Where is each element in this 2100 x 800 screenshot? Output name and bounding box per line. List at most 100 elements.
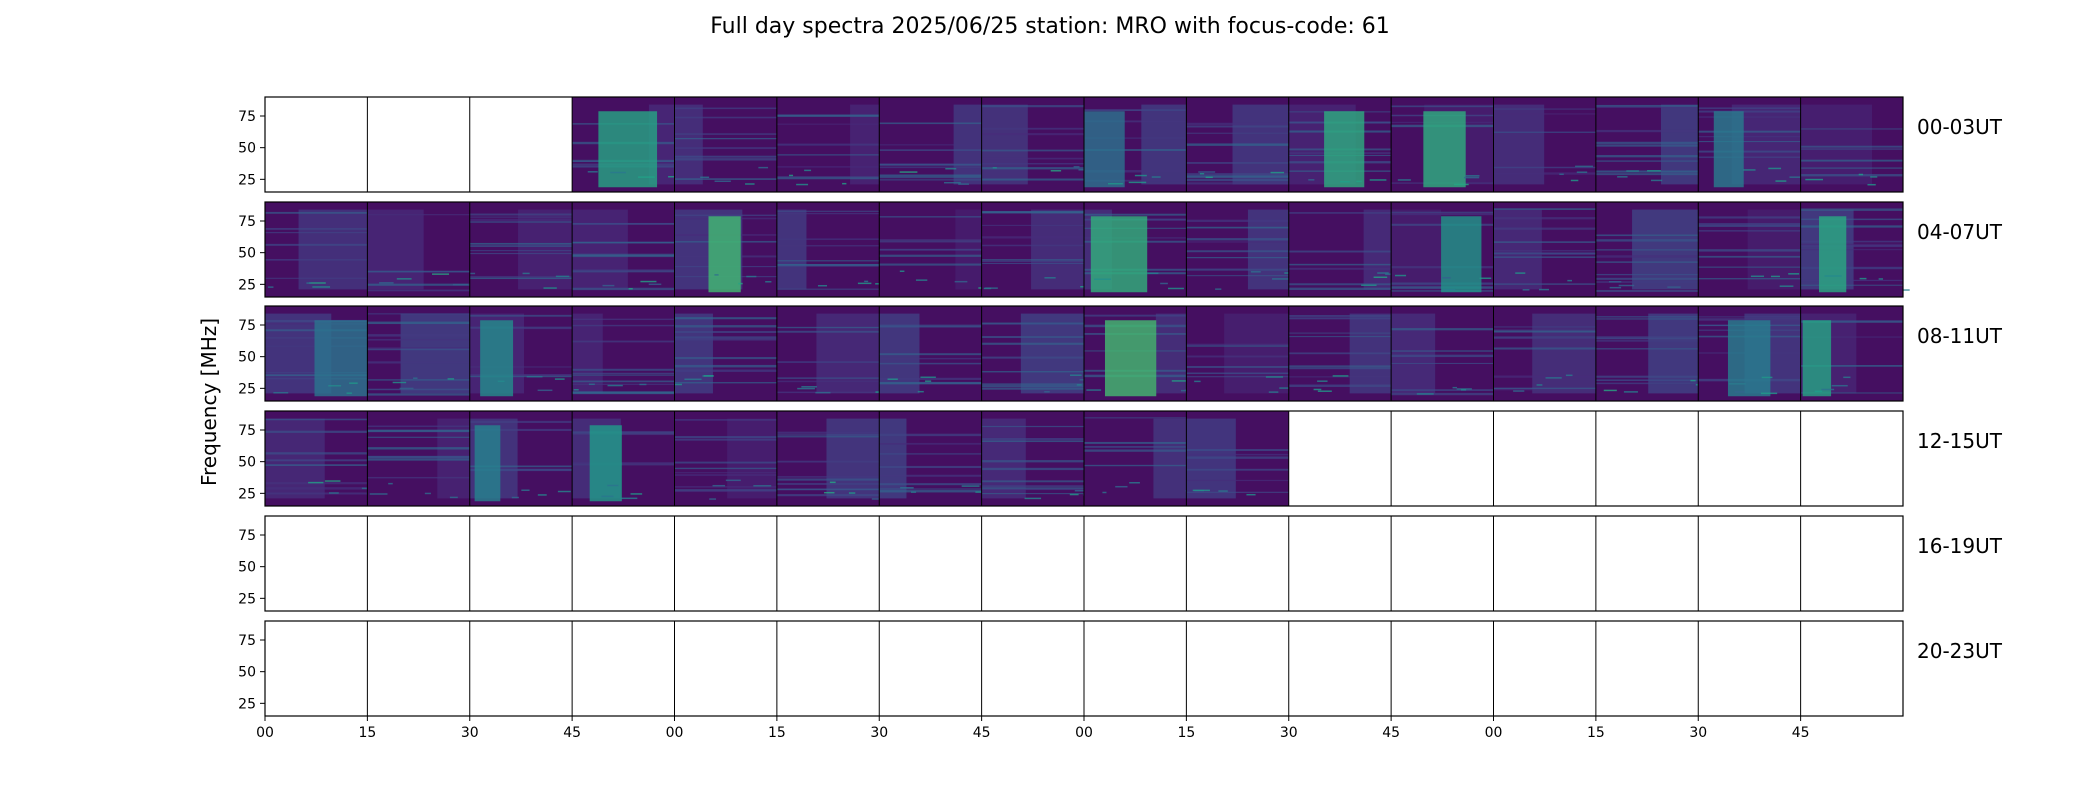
row-label: 12-15UT	[1917, 429, 2003, 453]
spectrogram-panel	[572, 306, 675, 401]
spectrogram-panel	[1493, 621, 1596, 716]
spectrogram-panel	[265, 306, 376, 401]
spectrogram-panel	[1800, 621, 1903, 716]
spectrogram-panel	[1698, 306, 1801, 401]
spectrogram-panel	[776, 411, 885, 506]
spectrogram-panel	[879, 97, 982, 192]
x-tick-label: 45	[1382, 725, 1400, 741]
x-tick-label: 00	[1075, 725, 1093, 741]
spectrogram-panel	[469, 202, 573, 297]
spectrogram-panel	[367, 411, 470, 506]
spectrogram-panel	[367, 202, 470, 297]
spectrogram-panel	[776, 306, 887, 401]
y-tick-label: 25	[238, 591, 256, 607]
spectrogram-panel	[1391, 202, 1494, 297]
x-tick-label: 00	[666, 725, 684, 741]
x-tick-label: 30	[1280, 725, 1298, 741]
axes-layer: 25 50 75 00-03UT 25 50 75 04-07UT 25 50 75 08-11UT 2…	[238, 96, 2003, 741]
spectrogram-panel	[776, 516, 880, 611]
spectrogram-panel	[1800, 97, 1903, 192]
spectrogram-panel	[572, 97, 683, 192]
spectrogram-panel	[1391, 621, 1494, 716]
spectrogram-panel	[674, 516, 777, 611]
x-tick-label: 00	[1485, 725, 1503, 741]
spectrogram-panel	[1186, 621, 1289, 716]
spectrogram-panel	[1391, 516, 1494, 611]
y-tick-label: 75	[238, 633, 256, 649]
row-label: 04-07UT	[1917, 220, 2003, 244]
spectrogram-panel	[1084, 411, 1197, 506]
spectrogram-panel	[1186, 411, 1289, 506]
spectrogram-panel	[469, 516, 573, 611]
spectrogram-panel	[1595, 621, 1699, 716]
y-tick-label: 50	[238, 455, 256, 471]
spectrogram-panel	[367, 306, 470, 401]
spectrogram-panel	[1800, 411, 1903, 506]
spectrogram-panel	[1391, 306, 1494, 401]
spectrogram-panel	[367, 621, 470, 716]
spectrogram-panel	[1800, 202, 1910, 297]
spectrogram-panel	[981, 621, 1084, 716]
y-axis-label: Frequency [MHz]	[197, 318, 221, 486]
spectrogram-panel	[1698, 202, 1801, 297]
y-tick-label: 75	[238, 318, 256, 334]
y-tick-label: 50	[238, 560, 256, 576]
spectrogram-panel	[1186, 97, 1289, 192]
spectrogram-panel	[265, 621, 368, 716]
spectrogram-panel	[981, 516, 1084, 611]
x-tick-label: 15	[1177, 725, 1195, 741]
y-tick-label: 25	[238, 277, 256, 293]
spectrogram-panel	[879, 411, 993, 506]
spectrogram-panel	[981, 202, 1098, 297]
spectrogram-panel	[572, 516, 675, 611]
spectrogram-panel	[1493, 516, 1596, 611]
x-tick-label: 45	[563, 725, 581, 741]
spectrogram-panel	[674, 306, 777, 401]
y-tick-label: 25	[238, 381, 256, 397]
x-tick-label: 45	[1792, 725, 1810, 741]
spectrogram-panel	[776, 97, 880, 192]
x-tick-label: 15	[358, 725, 376, 741]
row-label: 16-19UT	[1917, 534, 2003, 558]
y-tick-label: 50	[238, 141, 256, 157]
spectrogram-panel	[1084, 516, 1187, 611]
spectrogram-panel	[572, 202, 675, 297]
spectrogram-panel	[1391, 97, 1494, 192]
spectrogram-panel	[981, 411, 1096, 506]
spectrogram-panel	[265, 516, 368, 611]
x-tick-label: 30	[1689, 725, 1707, 741]
x-tick-label: 45	[973, 725, 991, 741]
spectrogram-panel	[1288, 97, 1392, 192]
spectrogram-panel	[776, 202, 890, 297]
spectrogram-panel	[265, 97, 368, 192]
spectrogram-panel	[1084, 202, 1187, 297]
chart-title: Full day spectra 2025/06/25 station: MRO…	[710, 14, 1390, 39]
row-label: 08-11UT	[1917, 324, 2003, 348]
x-tick-label: 15	[1587, 725, 1605, 741]
spectrogram-panel	[1800, 516, 1903, 611]
y-tick-label: 75	[238, 423, 256, 439]
spectrogram-panel	[879, 306, 982, 401]
spectrogram-panel	[674, 411, 777, 506]
spectrogram-panel	[1595, 516, 1699, 611]
y-tick-label: 50	[238, 246, 256, 262]
spectrogram-panel	[1186, 306, 1294, 401]
spectrogram-panel	[1698, 97, 1808, 192]
y-tick-label: 75	[238, 109, 256, 125]
spectrogram-panel	[265, 202, 368, 297]
spectrogram-panel	[1493, 97, 1596, 192]
spectrogram-panel	[1391, 411, 1494, 506]
spectrogram-panel	[572, 411, 675, 506]
spectrogram-panel	[1084, 621, 1187, 716]
spectrogram-panel	[572, 621, 675, 716]
spectrogram-panel	[469, 306, 573, 401]
x-tick-label: 30	[870, 725, 888, 741]
spectrogram-panel	[1698, 516, 1801, 611]
spectrogram-panel	[1595, 97, 1699, 192]
spectrogram-panel	[1084, 306, 1191, 401]
spectrogram-panel	[1493, 306, 1596, 401]
spectrogram-panel	[469, 621, 573, 716]
spectrogram-panel	[981, 97, 1085, 192]
spectrogram-panel	[1493, 411, 1596, 506]
